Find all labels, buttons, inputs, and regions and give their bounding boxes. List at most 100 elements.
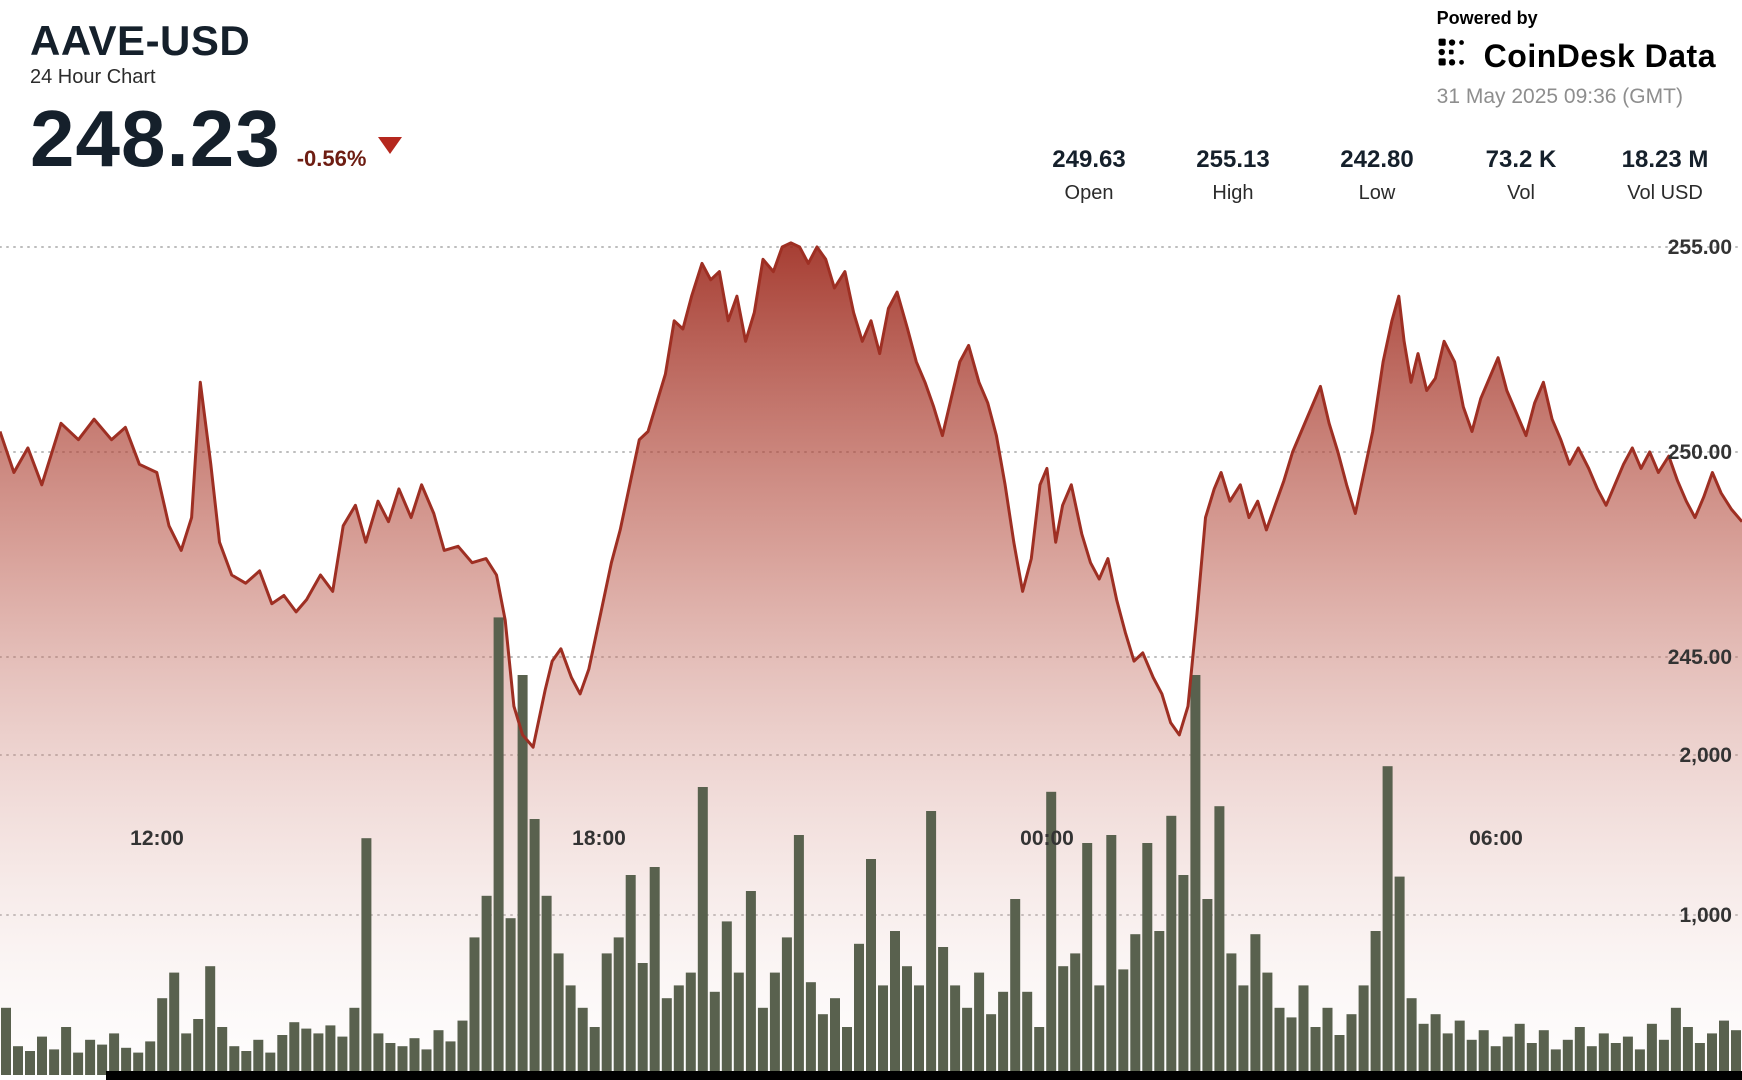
volume-bar xyxy=(1598,1033,1609,1075)
volume-bar xyxy=(145,1041,156,1075)
volume-bar xyxy=(229,1046,240,1075)
volume-bar xyxy=(1478,1030,1489,1075)
volume-bar xyxy=(421,1049,432,1075)
price-area xyxy=(0,242,1742,1075)
down-arrow-icon xyxy=(378,136,403,154)
stat-open: 249.63 Open xyxy=(1045,146,1133,205)
volume-bar xyxy=(133,1052,144,1075)
volume-bar xyxy=(37,1036,47,1075)
volume-bar xyxy=(589,1027,600,1075)
volume-bar xyxy=(265,1052,276,1075)
stat-high-label: High xyxy=(1212,182,1254,204)
volume-bar xyxy=(1382,766,1393,1075)
volume-bar xyxy=(1334,1035,1345,1075)
volume-bar xyxy=(289,1022,300,1075)
volume-bar xyxy=(1694,1043,1705,1075)
volume-bar xyxy=(854,943,864,1075)
volume-bar xyxy=(1022,991,1033,1075)
volume-bar xyxy=(962,1007,973,1075)
volume-bar xyxy=(1046,791,1057,1075)
volume-bar xyxy=(1094,985,1105,1075)
volume-bar xyxy=(697,787,708,1075)
volume-bar xyxy=(457,1020,468,1075)
stat-vol-usd-value: 18.23 M xyxy=(1621,146,1709,173)
volume-bar xyxy=(1298,985,1309,1075)
stats-row: 249.63 Open 255.13 High 242.80 Low 73.2 … xyxy=(1045,146,1709,205)
volume-bar xyxy=(337,1036,348,1075)
volume-bar xyxy=(1286,1017,1297,1075)
volume-bar xyxy=(1610,1043,1621,1075)
volume-bar xyxy=(1514,1023,1525,1075)
volume-bar xyxy=(830,998,840,1075)
coindesk-data-logo[interactable]: CoinDesk Data xyxy=(1437,37,1716,75)
volume-bar xyxy=(1358,985,1369,1075)
volume-bar xyxy=(541,895,552,1075)
stat-low: 242.80 Low xyxy=(1333,146,1421,205)
volume-bar xyxy=(842,1027,852,1075)
volume-bar xyxy=(817,1014,828,1075)
volume-bar xyxy=(1010,899,1021,1075)
volume-bar xyxy=(109,1033,120,1075)
volume-bar xyxy=(61,1027,72,1075)
symbol-title: AAVE-USD xyxy=(30,17,251,64)
volume-bar xyxy=(469,937,480,1075)
header: AAVE-USD 24 Hour Chart 248.23 -0.56% xyxy=(30,17,403,179)
volume-bar xyxy=(1178,875,1189,1075)
volume-bar xyxy=(1646,1023,1657,1075)
volume-bar xyxy=(85,1039,96,1075)
volume-bar xyxy=(301,1028,312,1075)
volume-bar xyxy=(1430,1014,1441,1075)
volume-bar xyxy=(1214,806,1225,1075)
volume-bar xyxy=(1731,1030,1741,1075)
volume-bar xyxy=(1322,1007,1333,1075)
volume-bar xyxy=(1442,1033,1453,1075)
volume-bar xyxy=(805,982,816,1075)
volume-bar xyxy=(1154,931,1165,1075)
volume-bar xyxy=(926,811,937,1075)
volume-bar xyxy=(721,921,732,1075)
volume-bar xyxy=(349,1007,360,1075)
volume-bar xyxy=(193,1019,204,1075)
volume-bar xyxy=(1058,966,1069,1075)
volume-bar xyxy=(517,675,528,1075)
volume-bar xyxy=(1,1007,11,1075)
volume-bar xyxy=(769,972,780,1075)
volume-bar xyxy=(433,1030,444,1075)
volume-bar xyxy=(793,835,804,1075)
branding-block: Powered by CoinDesk Data 31 May 2025 09:… xyxy=(1437,8,1716,109)
stat-vol-label: Vol xyxy=(1507,182,1535,204)
price-line xyxy=(0,241,1742,749)
volume-bar xyxy=(1574,1027,1585,1075)
volume-bar xyxy=(745,891,756,1075)
volume-bar xyxy=(1490,1046,1501,1075)
volume-bar xyxy=(1346,1014,1357,1075)
volume-bar xyxy=(685,972,696,1075)
volume-bar xyxy=(205,966,216,1075)
volume-bar xyxy=(217,1027,228,1075)
volume-bar xyxy=(493,617,504,1075)
stat-low-value: 242.80 xyxy=(1340,146,1414,173)
volume-bar xyxy=(1118,969,1129,1075)
volume-bar xyxy=(1226,953,1237,1075)
volume-bar xyxy=(1550,1049,1561,1075)
volume-bar xyxy=(157,998,168,1075)
volume-bar xyxy=(1634,1049,1645,1075)
volume-bar xyxy=(1406,998,1417,1075)
volume-bar xyxy=(481,895,492,1075)
x-axis-line xyxy=(106,1071,1742,1080)
stat-open-value: 249.63 xyxy=(1052,146,1126,173)
time-axis-label: 18:00 xyxy=(572,827,626,850)
time-axis-label: 12:00 xyxy=(130,827,184,850)
stat-vol-usd: 18.23 M Vol USD xyxy=(1621,146,1709,205)
volume-bar xyxy=(625,875,636,1075)
volume-bar xyxy=(902,966,912,1075)
volume-bar xyxy=(1707,1033,1717,1075)
volume-bar xyxy=(613,937,624,1075)
volume-bar xyxy=(565,985,576,1075)
price-change: -0.56% xyxy=(296,146,367,172)
volume-bar xyxy=(1082,843,1093,1075)
volume-bar xyxy=(397,1046,408,1075)
time-axis-label: 00:00 xyxy=(1020,827,1074,850)
price-axis-label: 245.00 xyxy=(1668,646,1732,669)
